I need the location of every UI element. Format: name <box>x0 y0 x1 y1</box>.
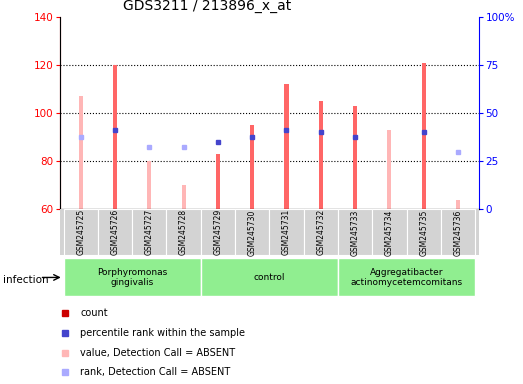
Bar <box>181 185 186 209</box>
Bar <box>64 209 98 255</box>
Text: GSM245729: GSM245729 <box>213 209 222 255</box>
Bar <box>166 209 201 255</box>
Text: GDS3211 / 213896_x_at: GDS3211 / 213896_x_at <box>123 0 291 13</box>
Text: GSM245734: GSM245734 <box>385 209 394 255</box>
Bar <box>147 161 151 209</box>
Text: rank, Detection Call = ABSENT: rank, Detection Call = ABSENT <box>80 367 231 377</box>
Bar <box>285 84 289 209</box>
Bar <box>456 200 460 209</box>
Bar <box>406 209 441 255</box>
Bar <box>132 209 166 255</box>
Bar <box>319 101 323 209</box>
Text: GSM245733: GSM245733 <box>350 209 360 255</box>
Bar <box>388 130 391 209</box>
Bar <box>422 63 426 209</box>
Text: GSM245728: GSM245728 <box>179 209 188 255</box>
Text: GSM245731: GSM245731 <box>282 209 291 255</box>
Bar <box>441 209 475 255</box>
Bar <box>250 125 254 209</box>
Text: GSM245732: GSM245732 <box>316 209 325 255</box>
Bar <box>338 258 475 296</box>
Text: infection: infection <box>3 275 48 285</box>
Bar <box>201 258 338 296</box>
Bar <box>338 209 372 255</box>
Bar <box>353 106 357 209</box>
Bar <box>201 209 235 255</box>
Text: value, Detection Call = ABSENT: value, Detection Call = ABSENT <box>80 348 235 358</box>
Bar <box>113 65 117 209</box>
Bar <box>216 154 220 209</box>
Text: Aggregatibacter
actinomycetemcomitans: Aggregatibacter actinomycetemcomitans <box>350 268 462 287</box>
Bar <box>78 96 83 209</box>
Bar <box>372 209 406 255</box>
Text: Porphyromonas
gingivalis: Porphyromonas gingivalis <box>97 268 167 287</box>
Text: GSM245736: GSM245736 <box>453 209 462 255</box>
Text: GSM245727: GSM245727 <box>145 209 154 255</box>
Bar <box>64 258 201 296</box>
Bar <box>235 209 269 255</box>
Text: GSM245735: GSM245735 <box>419 209 428 255</box>
Text: control: control <box>254 273 285 282</box>
Text: GSM245726: GSM245726 <box>110 209 120 255</box>
Bar <box>98 209 132 255</box>
Text: percentile rank within the sample: percentile rank within the sample <box>80 328 245 338</box>
Text: GSM245730: GSM245730 <box>248 209 257 255</box>
Bar <box>304 209 338 255</box>
Bar <box>269 209 304 255</box>
Text: count: count <box>80 308 108 318</box>
Text: GSM245725: GSM245725 <box>76 209 85 255</box>
